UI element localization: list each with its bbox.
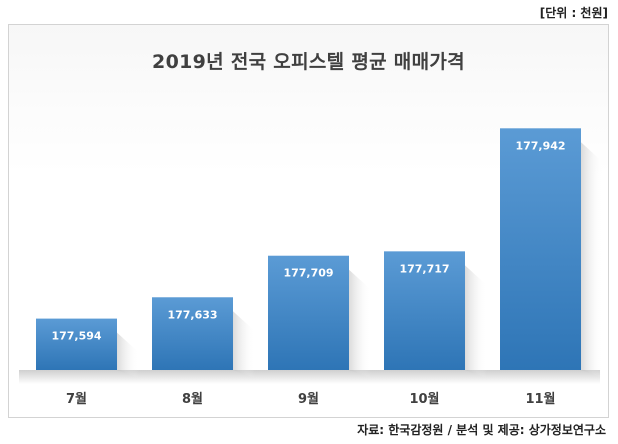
bar-7월 bbox=[36, 318, 117, 370]
bar-9월 bbox=[268, 255, 349, 370]
labels-layer: 177,594 7월 177,633 8월 177,709 9월 177,717 10월 177… bbox=[51, 139, 565, 407]
x-tick-label: 9월 bbox=[298, 391, 319, 407]
source-label: 자료: 한국감정원 / 분석 및 제공: 상가정보연구소 bbox=[357, 423, 606, 437]
data-label: 177,717 bbox=[399, 262, 449, 275]
x-tick-label: 7월 bbox=[66, 391, 87, 407]
data-label: 177,942 bbox=[515, 139, 565, 152]
bar-8월 bbox=[152, 297, 233, 370]
bar-shadow bbox=[581, 142, 603, 378]
bars-layer bbox=[36, 128, 603, 378]
x-tick-label: 11월 bbox=[525, 391, 555, 407]
bar-shadow bbox=[233, 311, 255, 378]
data-label: 177,633 bbox=[167, 308, 217, 321]
floor-shadow bbox=[19, 370, 600, 384]
x-tick-label: 8월 bbox=[182, 391, 203, 407]
x-tick-label: 10월 bbox=[409, 391, 439, 407]
chart-title: 2019년 전국 오피스텔 평균 매매가격 bbox=[152, 51, 465, 73]
bar-chart-plot: 177,594 7월 177,633 8월 177,709 9월 177,717 10월 177… bbox=[19, 128, 603, 407]
bar-shadow bbox=[465, 265, 487, 378]
chart-frame: 2019년 전국 오피스텔 평균 매매가격 177,594 7월 177,633 8월… bbox=[8, 24, 609, 418]
data-label: 177,709 bbox=[283, 267, 333, 280]
bar-10월 bbox=[384, 251, 465, 370]
bar-11월 bbox=[500, 128, 581, 370]
bar-shadow bbox=[349, 269, 371, 378]
unit-label: [단위 : 천원] bbox=[539, 6, 608, 20]
data-label: 177,594 bbox=[51, 330, 101, 343]
bar-shadow bbox=[117, 332, 139, 378]
